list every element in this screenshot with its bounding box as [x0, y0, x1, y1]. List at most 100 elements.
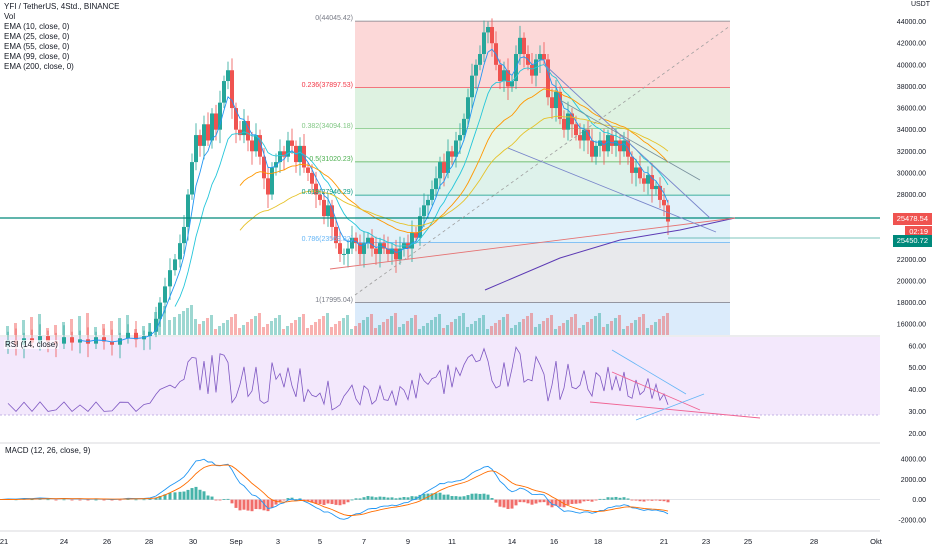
macd-histogram-bar — [46, 499, 50, 501]
volume-bar — [22, 320, 25, 335]
volume-bar — [382, 322, 385, 335]
macd-histogram-bar — [642, 499, 646, 502]
macd-histogram-bar — [30, 499, 34, 501]
volume-bar — [478, 318, 481, 335]
macd-histogram-bar — [538, 499, 542, 503]
volume-bar — [46, 328, 49, 335]
macd-histogram-bar — [482, 493, 486, 500]
macd-histogram-bar — [210, 496, 214, 500]
ema10-label[interactable]: EMA (10, close, 0) — [4, 22, 70, 31]
volume-bar — [406, 321, 409, 335]
wedge-top-line — [544, 64, 711, 219]
volume-bar — [270, 321, 273, 335]
candle-body — [278, 151, 282, 163]
macd-histogram-bar — [270, 499, 274, 508]
candle-body — [222, 81, 226, 103]
rsi-pane-label[interactable]: RSI (14, close) — [4, 340, 59, 349]
candle-body — [168, 270, 172, 287]
ema99-label[interactable]: EMA (99, close, 0) — [4, 52, 70, 61]
macd-histogram-bar — [238, 499, 242, 511]
level-price-tag: 25450.72 — [892, 235, 932, 247]
rsi-axis-tick: 40.00 — [908, 387, 926, 394]
volume-bar — [514, 325, 517, 335]
ema200-label[interactable]: EMA (200, close, 0) — [4, 62, 74, 71]
price-axis-tick: 42000.00 — [897, 41, 926, 48]
volume-bar — [326, 313, 329, 335]
volume-bar — [86, 313, 89, 335]
volume-bar — [654, 322, 657, 335]
volume-bar — [370, 314, 373, 335]
volume-bar — [30, 317, 33, 335]
volume-bar — [538, 324, 541, 335]
macd-pane-label[interactable]: MACD (12, 26, close, 9) — [4, 446, 92, 455]
candle-body — [434, 178, 438, 190]
candle-body — [650, 175, 654, 190]
macd-histogram-bar — [502, 499, 506, 508]
candle-body — [394, 248, 398, 260]
volume-bar — [218, 326, 221, 335]
candle-body — [62, 337, 66, 344]
volume-bar — [234, 314, 237, 335]
candle-body — [438, 162, 442, 179]
candle-body — [326, 205, 330, 217]
candle-body — [574, 124, 578, 136]
signal-line — [0, 464, 669, 516]
candle-body — [658, 185, 662, 200]
volume-bar — [262, 327, 265, 335]
fib-zone — [355, 242, 730, 303]
candle-body — [382, 243, 386, 249]
symbol-title[interactable]: YFI / TetherUS, 4Std., BINANCE — [4, 2, 120, 11]
macd-histogram-bar — [94, 499, 98, 501]
volume-bar — [198, 324, 201, 335]
volume-bar — [386, 319, 389, 335]
volume-bar — [62, 322, 65, 335]
time-axis-tick: Okt — [870, 537, 883, 546]
macd-histogram-bar — [466, 495, 470, 500]
macd-histogram-bar — [598, 498, 602, 500]
candle-body — [598, 140, 602, 146]
time-axis-tick: 23 — [702, 537, 710, 546]
price-axis-tick: 30000.00 — [897, 170, 926, 177]
volume-bar — [110, 321, 113, 335]
ema10-line — [79, 48, 669, 343]
candle-body — [134, 332, 138, 340]
candle-body — [350, 237, 354, 249]
macd-histogram-bar — [206, 495, 210, 500]
macd-histogram-bar — [198, 489, 202, 500]
ema55-label[interactable]: EMA (55, close, 0) — [4, 42, 70, 51]
volume-bar — [346, 315, 349, 335]
volume-bar — [78, 316, 81, 335]
macd-histogram-bar — [458, 496, 462, 500]
price-axis-tick: 38000.00 — [897, 84, 926, 91]
volume-bar — [650, 325, 653, 335]
volume-label[interactable]: Vol — [4, 12, 16, 21]
rsi-band — [0, 337, 880, 415]
volume-bar — [402, 324, 405, 335]
candle-body — [634, 167, 638, 173]
volume-bar — [566, 320, 569, 335]
macd-histogram-bar — [438, 492, 442, 500]
candle-body — [298, 145, 302, 163]
macd-histogram-bar — [370, 496, 374, 500]
fib-level-label: 0.5(31020.23) — [309, 155, 353, 163]
volume-bar — [134, 329, 137, 335]
volume-bar — [414, 315, 417, 335]
ema25-line — [174, 64, 669, 307]
candle-body — [450, 151, 454, 157]
candle-body — [618, 140, 622, 152]
candle-body — [506, 70, 510, 87]
volume-bar — [173, 317, 176, 335]
candle-body — [466, 97, 470, 119]
macd-histogram-bar — [173, 492, 177, 500]
volume-bar — [398, 327, 401, 335]
candle-body — [582, 129, 586, 141]
macd-histogram-bar — [366, 496, 370, 500]
candle-body — [342, 253, 346, 255]
candle-body — [470, 75, 474, 98]
time-axis-tick: 25 — [744, 537, 752, 546]
ema25-label[interactable]: EMA (25, close, 0) — [4, 32, 70, 41]
volume-bar — [286, 326, 289, 335]
volume-bar — [350, 329, 353, 335]
